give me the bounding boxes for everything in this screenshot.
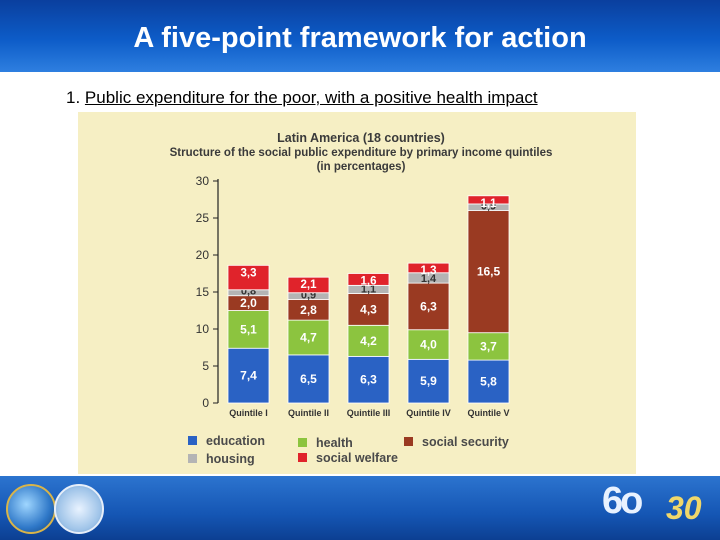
title-bar: A five-point framework for action	[0, 0, 720, 72]
bar-segment-social-security	[347, 293, 390, 326]
data-label-social-security: 2,8	[300, 303, 317, 317]
subtitle-text: Public expenditure for the poor, with a …	[84, 88, 538, 107]
bar-segment-education	[287, 354, 330, 404]
data-label-health: 3,7	[480, 339, 497, 353]
data-label-education: 6,3	[360, 373, 377, 387]
footer-bar: 6o 30	[0, 476, 720, 540]
stacked-bar-chart: Latin America (18 countries) Structure o…	[170, 131, 553, 466]
x-axis-labels: Quintile I Quintile II Quintile III Quintil…	[229, 408, 509, 418]
bar-segment-education	[347, 355, 390, 404]
chart-title: Latin America (18 countries)	[277, 131, 445, 145]
legend-swatch	[298, 453, 307, 462]
bar-segment-education	[467, 359, 510, 404]
data-label-social-welfare: 1,3	[421, 265, 437, 277]
x-tick-label: Quintile V	[467, 408, 509, 418]
legend-label: social welfare	[316, 451, 398, 465]
bar-segment-social-security	[407, 282, 450, 331]
bar-segment-health	[347, 324, 390, 357]
bar-segment-social-security	[467, 210, 510, 334]
data-label-health: 4,2	[360, 334, 377, 348]
data-label-social-welfare: 1,1	[481, 198, 498, 210]
bar-segment-health	[227, 310, 270, 349]
chart-subtitle: Structure of the social public expenditu…	[170, 147, 553, 159]
legend-swatch	[188, 454, 197, 463]
who-emblem-icon	[54, 484, 104, 534]
legend-swatch	[298, 438, 307, 447]
legend-swatch	[404, 437, 413, 446]
legend-label: education	[206, 434, 265, 448]
slide-subtitle: 1. Public expenditure for the poor, with…	[66, 88, 538, 108]
y-tick-label: 15	[196, 285, 210, 299]
chart-subtitle-units: (in percentages)	[317, 161, 406, 173]
bar-segment-social-welfare	[287, 276, 330, 294]
x-tick-label: Quintile IV	[406, 408, 451, 418]
data-label-health: 4,7	[300, 331, 317, 345]
chart-panel: Latin America (18 countries) Structure o…	[78, 112, 636, 474]
legend-swatch	[188, 436, 197, 445]
bar-segment-health	[467, 332, 510, 361]
y-axis: 0 5 10 15 20 25 30	[196, 174, 219, 410]
y-tick-label: 0	[202, 396, 209, 410]
data-label-education: 5,8	[480, 375, 497, 389]
bars: 7,45,12,00,83,36,54,72,80,92,16,34,24,31…	[227, 195, 510, 404]
data-label-social-welfare: 1,6	[361, 276, 377, 288]
x-tick-label: Quintile II	[288, 408, 329, 418]
anniversary-30-logo: 30	[666, 490, 702, 526]
y-tick-label: 5	[202, 359, 209, 373]
data-label-social-security: 6,3	[420, 299, 437, 313]
legend-label: health	[316, 436, 353, 450]
bar-segment-health	[287, 319, 330, 356]
bar-segment-social-welfare	[347, 273, 390, 286]
legend-label: social security	[422, 435, 509, 449]
data-label-social-security: 16,5	[477, 265, 501, 279]
legend-label: housing	[206, 452, 255, 466]
bar-segment-social-welfare	[467, 195, 510, 205]
data-label-social-welfare: 3,3	[241, 267, 257, 279]
legend: education health social security housing soc…	[188, 434, 509, 466]
anniversary-60-logo: 6o	[602, 480, 643, 522]
x-tick-label: Quintile III	[347, 408, 391, 418]
data-label-education: 6,5	[300, 372, 317, 386]
data-label-social-security: 4,3	[360, 302, 377, 316]
globe-emblem-icon	[6, 484, 56, 534]
bar-segment-education	[227, 347, 270, 404]
slide-title: A five-point framework for action	[133, 22, 587, 54]
y-tick-label: 25	[196, 211, 210, 225]
data-label-housing: 1,1	[361, 283, 376, 295]
data-label-education: 7,4	[240, 369, 257, 383]
y-tick-label: 20	[196, 248, 210, 262]
bar-segment-health	[407, 329, 450, 360]
y-tick-label: 10	[196, 322, 210, 336]
subtitle-number: 1.	[66, 88, 81, 107]
x-tick-label: Quintile I	[229, 408, 268, 418]
data-label-health: 5,1	[240, 322, 257, 336]
data-label-social-security: 2,0	[240, 296, 257, 310]
data-label-social-welfare: 2,1	[301, 279, 318, 291]
data-label-education: 5,9	[420, 374, 437, 388]
bar-segment-education	[407, 358, 450, 404]
y-tick-label: 30	[196, 174, 210, 188]
bar-segment-social-welfare	[407, 262, 450, 274]
data-label-housing: 1,4	[421, 273, 437, 285]
bar-segment-social-welfare	[227, 264, 270, 291]
data-label-health: 4,0	[420, 338, 437, 352]
